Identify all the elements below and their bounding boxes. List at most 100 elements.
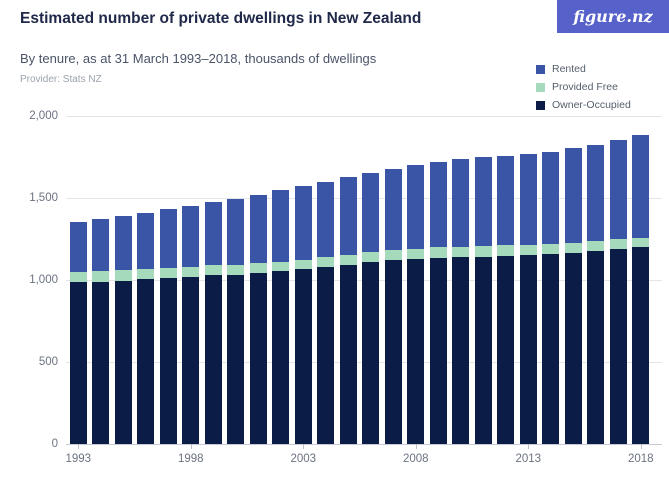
bar-segment-provided-free-2001[interactable] [249,263,267,273]
x-tick-label-1993: 1993 [65,453,92,465]
bar-segment-provided-free-1993[interactable] [69,271,87,283]
bar-segment-owner-occupied-2001[interactable] [249,272,267,444]
bar-segment-owner-occupied-2018[interactable] [632,247,650,444]
bar-segment-rented-1995[interactable] [114,216,132,271]
bar-segment-owner-occupied-2008[interactable] [407,258,425,444]
bar-segment-rented-2003[interactable] [294,186,312,260]
bar-segment-provided-free-2005[interactable] [339,254,357,265]
bar-segment-rented-2012[interactable] [497,155,515,246]
bar-segment-provided-free-2014[interactable] [542,243,560,254]
bar-segment-owner-occupied-2009[interactable] [429,258,447,444]
x-tick-label-2008: 2008 [403,453,429,465]
bar-segment-owner-occupied-2006[interactable] [362,261,380,444]
legend-item-provided-free: Provided Free [536,78,631,96]
bar-segment-rented-1996[interactable] [137,213,155,269]
bar-segment-provided-free-2016[interactable] [587,241,605,252]
bar-segment-owner-occupied-2000[interactable] [227,274,245,444]
legend-label: Rented [552,63,586,75]
bar-segment-rented-1998[interactable] [182,205,200,267]
bar-segment-provided-free-2008[interactable] [407,248,425,259]
bar-segment-rented-1993[interactable] [69,222,87,272]
bar-segment-owner-occupied-2010[interactable] [452,257,470,444]
bar-segment-rented-2007[interactable] [384,169,402,250]
x-tick-1998 [190,444,192,449]
bar-segment-provided-free-2009[interactable] [429,247,447,259]
bar-segment-provided-free-1999[interactable] [204,265,222,276]
bar-segment-rented-1997[interactable] [159,209,177,269]
x-tick-label-1998: 1998 [178,453,204,465]
bar-segment-rented-2000[interactable] [227,198,245,265]
legend-swatch-provided-free [536,82,545,92]
bar-segment-owner-occupied-2016[interactable] [587,251,605,444]
bar-segment-provided-free-2002[interactable] [272,261,290,272]
bar-segment-rented-2009[interactable] [429,162,447,248]
bar-segment-rented-2002[interactable] [272,190,290,262]
bar-segment-provided-free-1994[interactable] [92,270,110,282]
plot-area [66,116,662,449]
legend-item-owner-occupied: Owner-Occupied [536,96,631,114]
bar-segment-rented-2016[interactable] [587,145,605,242]
bar-segment-provided-free-2012[interactable] [497,245,515,257]
bar-segment-rented-2014[interactable] [542,151,560,244]
bar-segment-owner-occupied-1997[interactable] [159,278,177,444]
bar-segment-owner-occupied-2013[interactable] [519,255,537,444]
bar-segment-provided-free-2017[interactable] [609,239,627,250]
bar-segment-provided-free-2003[interactable] [294,260,312,270]
y-tick-label-500: 500 [38,356,58,368]
bar-segment-owner-occupied-2004[interactable] [317,266,335,444]
bar-segment-owner-occupied-2014[interactable] [542,253,560,444]
bar-segment-provided-free-2007[interactable] [384,250,402,260]
bar-segment-owner-occupied-1998[interactable] [182,276,200,444]
bar-segment-rented-2008[interactable] [407,165,425,249]
bar-segment-provided-free-2013[interactable] [519,244,537,256]
x-tick-2003 [303,444,305,449]
x-tick-2013 [528,444,530,449]
bar-segment-rented-2004[interactable] [317,181,335,258]
bar-segment-owner-occupied-2007[interactable] [384,260,402,444]
bar-segment-provided-free-2015[interactable] [564,242,582,253]
bar-segment-owner-occupied-1999[interactable] [204,275,222,444]
legend-label: Provided Free [552,81,618,93]
bar-segment-provided-free-1995[interactable] [114,270,132,281]
bar-segment-owner-occupied-2011[interactable] [474,256,492,444]
bar-segment-provided-free-1998[interactable] [182,266,200,277]
bar-segment-owner-occupied-2003[interactable] [294,269,312,444]
bar-segment-rented-2001[interactable] [249,194,267,264]
bar-segment-owner-occupied-2005[interactable] [339,264,357,444]
bar-segment-provided-free-1997[interactable] [159,268,177,279]
bar-segment-owner-occupied-2017[interactable] [609,249,627,444]
bar-segment-rented-1999[interactable] [204,202,222,266]
bar-segment-owner-occupied-1996[interactable] [137,279,155,444]
bar-segment-provided-free-2000[interactable] [227,264,245,275]
bar-segment-provided-free-2006[interactable] [362,251,380,262]
bar-segment-rented-1994[interactable] [92,219,110,271]
bar-segment-owner-occupied-2012[interactable] [497,256,515,444]
bar-segment-owner-occupied-2015[interactable] [564,252,582,444]
bar-segment-owner-occupied-1994[interactable] [92,281,110,444]
x-tick-label-2013: 2013 [515,453,542,465]
bar-segment-rented-2015[interactable] [564,148,582,243]
bar-segment-rented-2017[interactable] [609,139,627,240]
bar-segment-rented-2013[interactable] [519,154,537,245]
bar-segment-rented-2010[interactable] [452,159,470,247]
legend-swatch-owner-occupied [536,100,545,110]
bar-segment-provided-free-2010[interactable] [452,246,470,258]
y-tick-label-0: 0 [51,438,58,450]
bar-segment-owner-occupied-1993[interactable] [69,282,87,444]
figure-nz-logo-text: figure.nz [573,7,653,26]
bar-segment-provided-free-2011[interactable] [474,246,492,257]
bar-segment-rented-2005[interactable] [339,176,357,255]
bar-segment-rented-2011[interactable] [474,157,492,247]
bar-segment-owner-occupied-1995[interactable] [114,280,132,444]
bar-segment-provided-free-1996[interactable] [137,268,155,280]
provider-note: Provider: Stats NZ [20,74,102,85]
bar-segment-owner-occupied-2002[interactable] [272,271,290,444]
figure-nz-logo[interactable]: figure.nz [557,0,669,33]
bar-segment-rented-2006[interactable] [362,173,380,252]
legend-swatch-rented [536,64,545,74]
bar-segment-rented-2018[interactable] [632,134,650,239]
bar-segment-provided-free-2018[interactable] [632,238,650,248]
bar-segment-provided-free-2004[interactable] [317,257,335,267]
x-tick-label-2018: 2018 [628,453,654,465]
